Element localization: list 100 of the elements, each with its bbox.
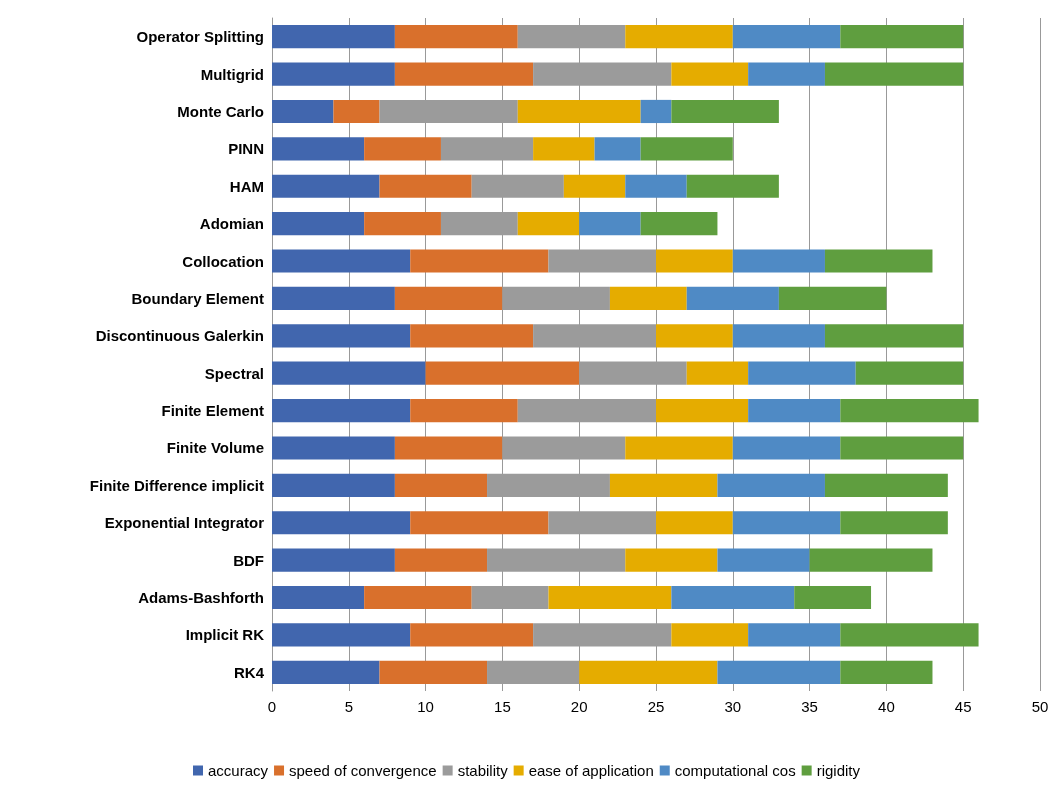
y-tick-label: Spectral [204,364,264,382]
bar [840,436,964,460]
bar [794,585,872,610]
bar [364,212,441,236]
bar [272,174,380,198]
bar [272,25,395,49]
y-tick-label: Monte Carlo [177,102,264,120]
bar [272,137,365,161]
bar [671,99,779,124]
bar [272,660,380,684]
bar [272,398,411,423]
bar [563,174,626,198]
x-tick-label: 15 [494,698,511,715]
bar [410,398,518,423]
bar [272,548,395,572]
bar [410,249,549,273]
x-tick-label: 10 [417,698,434,715]
bar [625,25,733,49]
bar [272,324,411,348]
bar [671,623,749,647]
y-tick-label: Discontinuous Galerkin [95,327,264,345]
bar [517,212,580,236]
bar [579,212,641,236]
y-tick-label: Finite Difference implicit [89,476,264,494]
bar [656,324,733,348]
bar [272,511,411,535]
x-tick-label: 50 [1031,698,1049,715]
bar [640,212,718,236]
x-tick-label: 5 [344,698,353,715]
legend-label: stability [457,762,509,779]
bar [272,286,395,311]
x-tick-label: 30 [724,698,742,715]
bar [640,137,733,161]
bar [272,361,426,385]
bar [840,511,948,535]
bar [579,660,718,684]
bar [671,585,795,610]
bar [840,623,979,647]
bar [732,436,841,460]
bar [686,174,779,198]
legend-label: rigidity [816,762,861,779]
bar [717,660,841,684]
bar [364,137,441,161]
bar [394,286,503,311]
x-tick-label: 25 [647,698,665,715]
bar [364,585,472,610]
legend-label: computational cos [674,762,796,779]
bar [272,585,365,610]
bar [272,62,395,86]
legend-label: speed of convergence [289,762,437,779]
bar [732,324,825,348]
y-tick-label: HAM [229,177,264,195]
bar [394,473,488,497]
bar [748,361,856,385]
bar [732,25,841,49]
y-tick-label: PINN [228,140,264,158]
y-tick-label: Finite Volume [166,439,264,457]
bar [379,174,472,198]
bar [748,398,841,423]
x-tick-label: 0 [267,698,277,715]
legend-label: accuracy [208,762,269,779]
bar [609,286,687,311]
bar [272,249,411,273]
y-tick-label: Boundary Element [131,289,264,307]
bar [656,398,749,423]
bar [394,548,488,572]
bar [594,137,641,161]
bar [686,286,779,311]
bar [748,62,825,86]
bar [732,511,841,535]
bar [517,99,641,124]
bar [656,249,733,273]
bar [394,62,534,86]
bar [272,473,395,497]
bar [272,623,411,647]
bar [855,361,964,385]
y-tick-label: Adomian [199,215,264,233]
legend-label: ease of application [528,762,654,779]
bar [824,249,933,273]
bar [272,212,365,236]
y-tick-label: Exponential Integrator [104,514,265,532]
bar [548,585,672,610]
bar [778,286,887,311]
x-tick-label: 40 [878,698,895,715]
y-tick-label: Collocation [182,252,264,270]
bar [732,249,825,273]
bar [625,174,687,198]
x-tick-label: 35 [801,698,818,715]
y-tick-label: BDF [233,551,264,569]
x-tick-label: 20 [570,698,588,715]
bar [272,99,334,124]
bar [824,473,948,497]
bar [425,361,580,385]
bar [625,436,733,460]
bar [671,62,749,86]
y-tick-label: Adams-Bashforth [138,589,264,607]
bar [840,660,933,684]
bar [410,623,534,647]
bar [410,324,534,348]
bar [394,25,518,49]
